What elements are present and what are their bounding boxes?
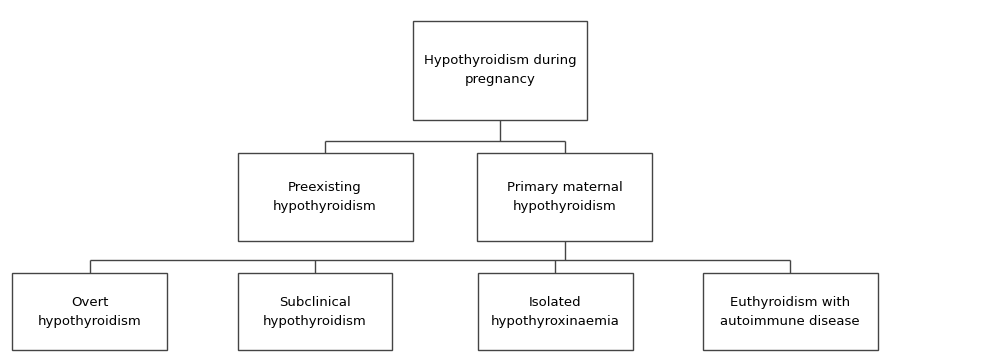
FancyBboxPatch shape [238, 273, 392, 350]
FancyBboxPatch shape [12, 273, 167, 350]
Text: Isolated
hypothyroxinaemia: Isolated hypothyroxinaemia [491, 296, 619, 327]
FancyBboxPatch shape [478, 273, 633, 350]
FancyBboxPatch shape [413, 21, 587, 120]
Text: Primary maternal
hypothyroidism: Primary maternal hypothyroidism [507, 181, 623, 213]
Text: Subclinical
hypothyroidism: Subclinical hypothyroidism [263, 296, 367, 327]
FancyBboxPatch shape [702, 273, 878, 350]
Text: Hypothyroidism during
pregnancy: Hypothyroidism during pregnancy [424, 55, 576, 86]
Text: Overt
hypothyroidism: Overt hypothyroidism [38, 296, 142, 327]
Text: Euthyroidism with
autoimmune disease: Euthyroidism with autoimmune disease [720, 296, 860, 327]
FancyBboxPatch shape [238, 153, 413, 241]
Text: Preexisting
hypothyroidism: Preexisting hypothyroidism [273, 181, 377, 213]
FancyBboxPatch shape [478, 153, 652, 241]
